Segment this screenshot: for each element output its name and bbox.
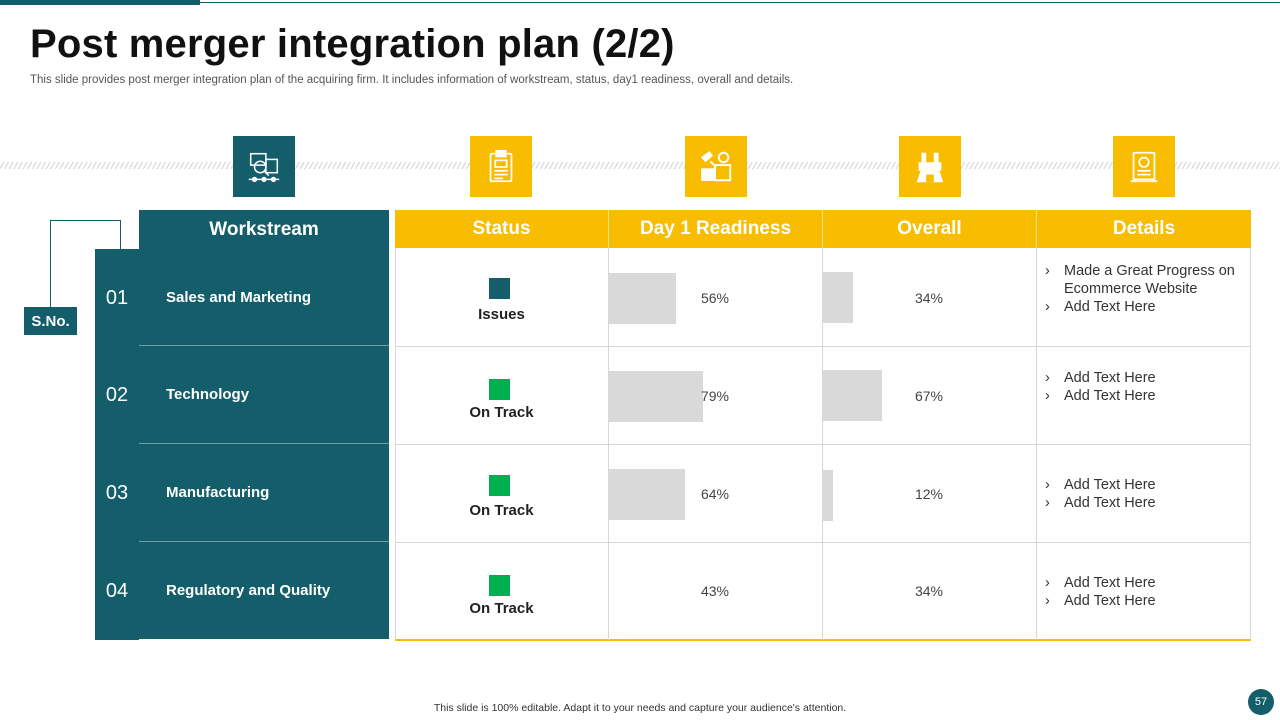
details-list: Add Text Here Add Text Here (1045, 574, 1250, 610)
details-item: Add Text Here (1045, 476, 1250, 494)
workstream-cell: Manufacturing (139, 444, 389, 541)
status-indicator (489, 278, 510, 299)
factory-icon (899, 136, 961, 197)
page-title: Post merger integration plan (2/2) (30, 22, 675, 66)
row-number: 03 (105, 481, 129, 504)
page-number: 57 (1248, 689, 1274, 715)
row-divider (139, 443, 389, 444)
row-number: 01 (105, 286, 129, 309)
overall-value: 12% (914, 486, 944, 502)
overall-value: 34% (914, 583, 944, 599)
header-divider (822, 210, 823, 248)
status-header: Status (395, 210, 608, 248)
day1-readiness-value: 79% (700, 388, 730, 404)
row-divider (139, 345, 389, 346)
top-accent-line (200, 2, 1280, 3)
row-divider (395, 444, 1251, 445)
overall-bar (823, 470, 833, 521)
workstream-cell: Technology (139, 346, 389, 443)
overall-bar (823, 370, 882, 421)
status-indicator (489, 575, 510, 596)
row-number: 04 (105, 579, 129, 602)
status-table (395, 210, 1251, 641)
workstream-cell: Regulatory and Quality (139, 542, 389, 639)
row-number: 02 (105, 383, 129, 406)
overall-bar (823, 272, 853, 323)
details-list: Add Text Here Add Text Here (1045, 476, 1250, 512)
details-item: Add Text Here (1045, 298, 1250, 316)
row-divider (395, 346, 1251, 347)
details-item: Add Text Here (1045, 592, 1250, 610)
overall-value: 67% (914, 388, 944, 404)
sno-label: S.No. (24, 307, 77, 335)
row-divider (139, 541, 389, 542)
day1-readiness-bar (609, 469, 685, 520)
details-list: Add Text Here Add Text Here (1045, 369, 1250, 405)
serial-number-column (95, 249, 139, 640)
row-divider (395, 542, 1251, 543)
status-indicator (489, 379, 510, 400)
data-analysis-icon (233, 136, 295, 197)
footer-note: This slide is 100% editable. Adapt it to… (433, 702, 847, 714)
workstream-cell: Sales and Marketing (139, 249, 389, 346)
status-label: Issues (478, 306, 525, 323)
details-item: Add Text Here (1045, 574, 1250, 592)
overall-value: 34% (914, 290, 944, 306)
decorative-dash-line (0, 162, 1280, 169)
top-accent-bar (0, 0, 200, 5)
details-item: Add Text Here (1045, 387, 1250, 405)
tools-box-icon (685, 136, 747, 197)
day1-readiness-bar (609, 371, 703, 422)
status-label: On Track (469, 600, 534, 617)
details-list: Made a Great Progress on Ecommerce Websi… (1045, 262, 1250, 316)
day1-readiness-value: 64% (700, 486, 730, 502)
day1-readiness-bar (609, 273, 676, 324)
clipboard-checklist-icon (470, 136, 532, 197)
day1-readiness-value: 56% (700, 290, 730, 306)
overall-header: Overall (823, 210, 1036, 248)
certificate-document-icon (1113, 136, 1175, 197)
status-indicator (489, 475, 510, 496)
details-item: Add Text Here (1045, 494, 1250, 512)
day1-readiness-header: Day 1 Readiness (609, 210, 822, 248)
status-label: On Track (469, 502, 534, 519)
day1-readiness-value: 43% (700, 583, 730, 599)
workstream-header: Workstream (139, 210, 389, 249)
details-header: Details (1037, 210, 1251, 248)
details-item: Made a Great Progress on Ecommerce Websi… (1045, 262, 1250, 298)
details-item: Add Text Here (1045, 369, 1250, 387)
header-divider (1036, 210, 1037, 248)
sno-bracket-line (120, 220, 121, 250)
sno-bracket-line (50, 220, 121, 310)
header-divider (608, 210, 609, 248)
status-label: On Track (469, 404, 534, 421)
page-subtitle: This slide provides post merger integrat… (30, 74, 794, 86)
